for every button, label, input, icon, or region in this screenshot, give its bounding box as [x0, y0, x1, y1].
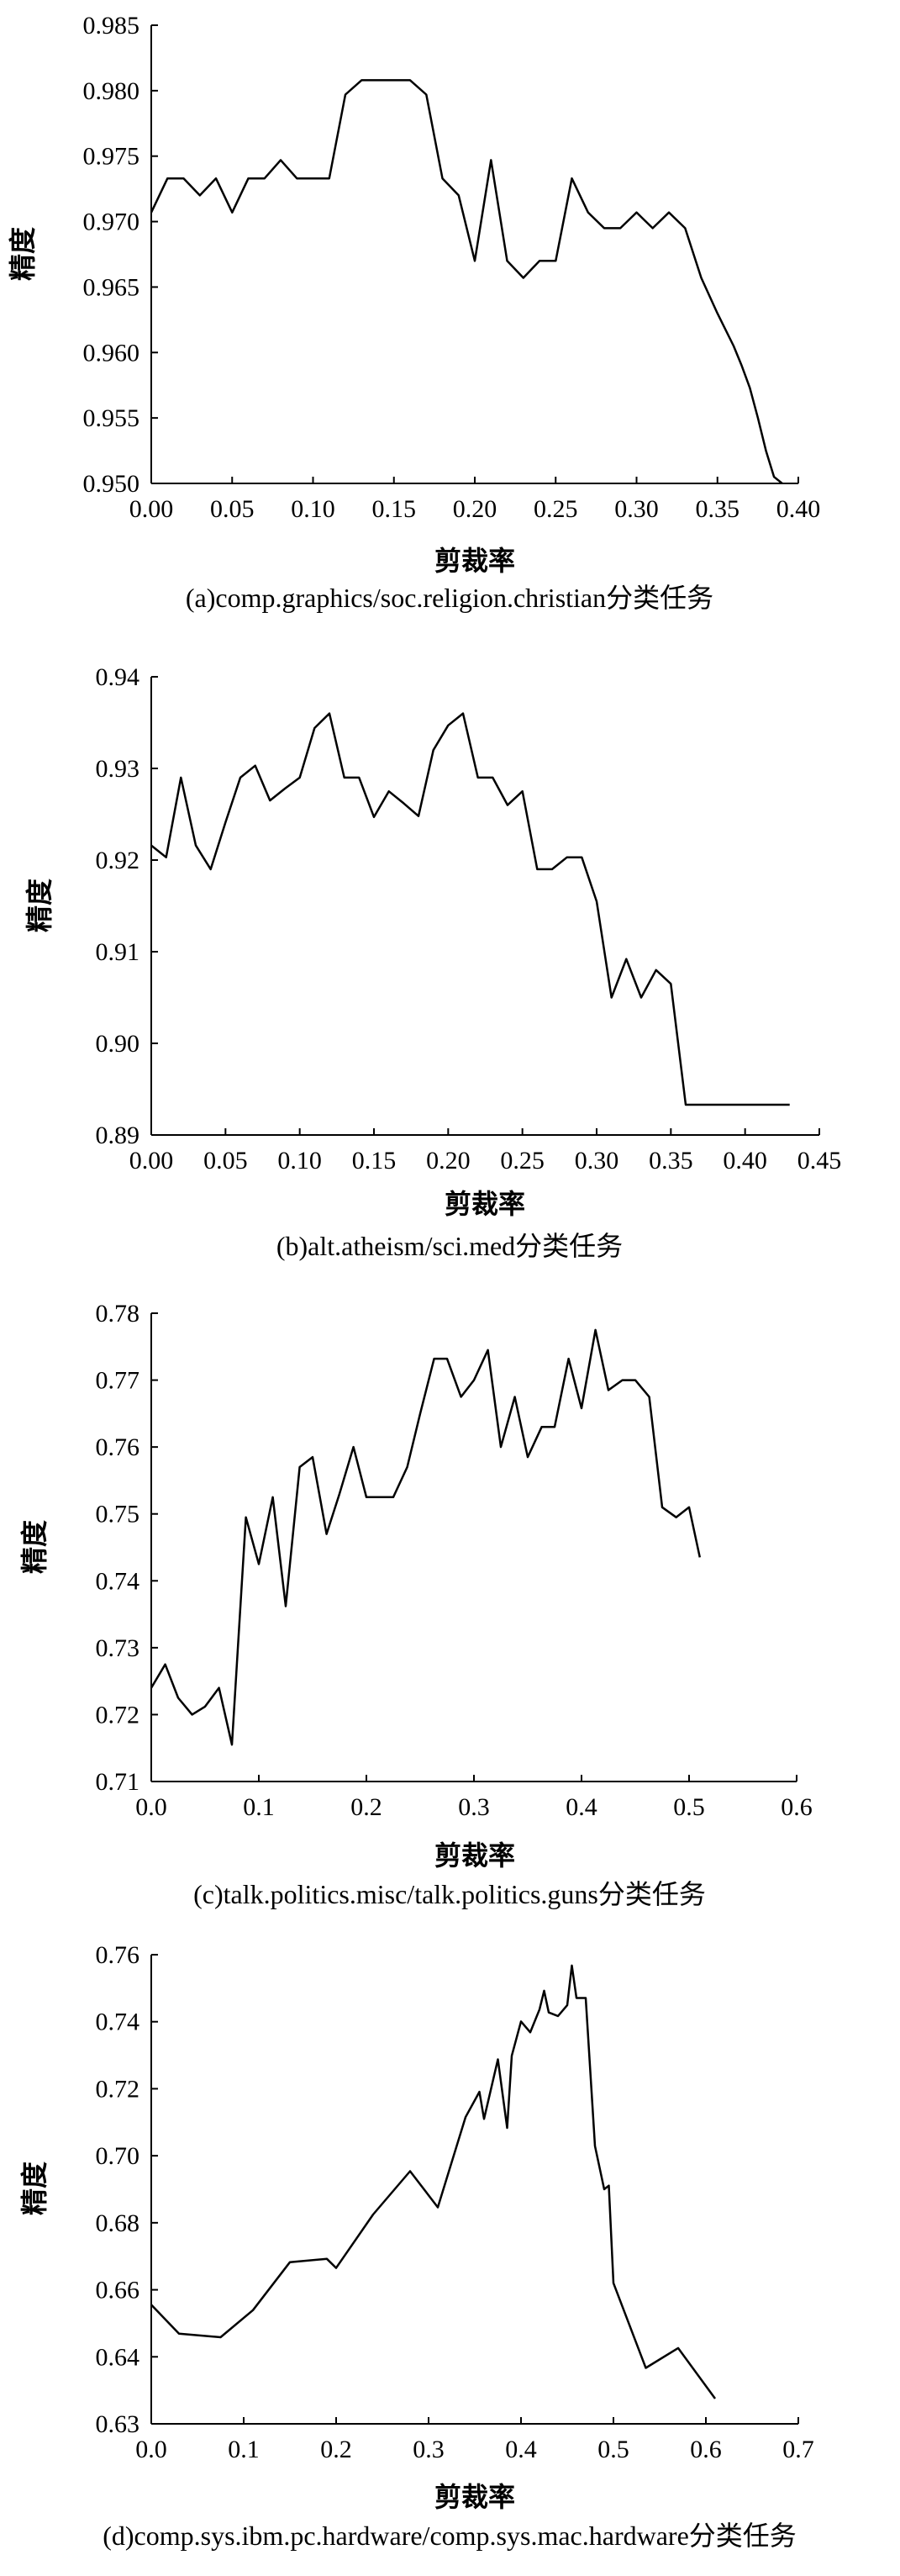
- x-tick-label: 0.30: [575, 1147, 619, 1175]
- x-tick-label: 0.6: [781, 1793, 813, 1821]
- y-tick-label: 0.965: [83, 273, 140, 301]
- y-tick-label: 0.76: [96, 1433, 140, 1461]
- chart-panel-c: 0.0 0.1 0.2 0.3 0.4 0.5 0.6 0.71 0.72 0.73 0.74 0.7…: [0, 1286, 900, 1929]
- x-axis-label: 剪裁率: [434, 546, 515, 576]
- y-tick-label: 0.89: [96, 1122, 140, 1149]
- x-tick-label: 0.05: [210, 495, 255, 523]
- chart-b: 0.00 0.05 0.10 0.15 0.20 0.25 0.30 0.35 0.40 0.45…: [24, 663, 842, 1261]
- series-line: [150, 1964, 717, 2399]
- x-tick-label: 0.7: [782, 2436, 814, 2463]
- y-tick-label: 0.960: [83, 339, 140, 367]
- x-tick-label: 0.0: [135, 1793, 167, 1821]
- chart-a: 0.00 0.05 0.10 0.15 0.20 0.25 0.30 0.35 0.40 0.95…: [8, 12, 821, 613]
- chart-caption: (b)alt.atheism/sci.med分类任务: [276, 1231, 623, 1261]
- x-tick-label: 0.05: [203, 1147, 248, 1175]
- y-axis-label: 精度: [19, 1520, 50, 1574]
- x-tick-label: 0.25: [500, 1147, 545, 1175]
- y-tick-label: 0.985: [83, 12, 140, 40]
- y-tick-label: 0.970: [83, 209, 140, 236]
- x-tick-label: 0.6: [690, 2436, 722, 2463]
- x-tick-label: 0.25: [534, 495, 578, 523]
- y-tick-label: 0.66: [96, 2277, 140, 2304]
- y-tick-label: 0.70: [96, 2142, 140, 2170]
- x-tick-label: 0.3: [458, 1793, 490, 1821]
- y-tick-label: 0.980: [83, 77, 140, 105]
- x-tick-label: 0.0: [135, 2436, 167, 2463]
- y-axis-label: 精度: [24, 879, 55, 932]
- x-tick-label: 0.2: [320, 2436, 352, 2463]
- x-tick-label: 0.30: [614, 495, 659, 523]
- y-tick-label: 0.90: [96, 1030, 140, 1058]
- y-tick-label: 0.71: [96, 1768, 140, 1796]
- x-tick-label: 0.5: [597, 2436, 629, 2463]
- series-line: [150, 1328, 702, 1746]
- y-tick-label: 0.955: [83, 404, 140, 432]
- x-tick-label: 0.5: [673, 1793, 705, 1821]
- y-tick-label: 0.72: [96, 1701, 140, 1729]
- x-tick-label: 0.20: [453, 495, 497, 523]
- x-tick-label: 0.45: [797, 1147, 842, 1175]
- chart-d: 0.0 0.1 0.2 0.3 0.4 0.5 0.6 0.7 0.63 0.64 0.66 0.68…: [19, 1941, 814, 2551]
- y-tick-label: 0.93: [96, 755, 140, 783]
- y-axis-label: 精度: [19, 2162, 50, 2215]
- chart-caption: (d)comp.sys.ibm.pc.hardware/comp.sys.mac…: [103, 2521, 797, 2551]
- y-tick-label: 0.72: [96, 2075, 140, 2103]
- x-tick-label: 0.3: [413, 2436, 445, 2463]
- x-tick-label: 0.4: [566, 1793, 597, 1821]
- chart-caption: (c)talk.politics.misc/talk.politics.guns…: [193, 1879, 706, 1909]
- y-tick-label: 0.94: [96, 663, 140, 691]
- y-tick-label: 0.74: [96, 1567, 140, 1595]
- y-tick-label: 0.77: [96, 1367, 140, 1395]
- x-tick-label: 0.35: [696, 495, 740, 523]
- x-tick-label: 0.20: [426, 1147, 471, 1175]
- series-line: [150, 79, 783, 484]
- chart-panel-b: 0.00 0.05 0.10 0.15 0.20 0.25 0.30 0.35 0.40 0.45…: [0, 643, 900, 1286]
- chart-panel-d: 0.0 0.1 0.2 0.3 0.4 0.5 0.6 0.7 0.63 0.64 0.66 0.68…: [0, 1929, 900, 2572]
- x-tick-label: 0.10: [291, 495, 335, 523]
- x-tick-label: 0.00: [129, 1147, 174, 1175]
- y-tick-label: 0.74: [96, 2009, 140, 2036]
- x-axis-label: 剪裁率: [434, 2482, 515, 2512]
- series-line: [150, 712, 790, 1106]
- x-tick-label: 0.15: [352, 1147, 397, 1175]
- x-tick-label: 0.10: [277, 1147, 322, 1175]
- chart-c: 0.0 0.1 0.2 0.3 0.4 0.5 0.6 0.71 0.72 0.73 0.74 0.7…: [19, 1300, 813, 1909]
- x-tick-label: 0.40: [723, 1147, 767, 1175]
- y-tick-label: 0.75: [96, 1501, 140, 1528]
- y-tick-label: 0.92: [96, 847, 140, 874]
- y-tick-label: 0.76: [96, 1941, 140, 1969]
- y-tick-label: 0.78: [96, 1300, 140, 1328]
- chart-caption: (a)comp.graphics/soc.religion.christian分…: [186, 583, 713, 613]
- x-axis-label: 剪裁率: [434, 1840, 515, 1871]
- y-tick-label: 0.63: [96, 2410, 140, 2438]
- x-axis-label: 剪裁率: [445, 1189, 525, 1219]
- x-tick-label: 0.15: [372, 495, 417, 523]
- x-tick-label: 0.00: [129, 495, 174, 523]
- x-tick-label: 0.35: [649, 1147, 693, 1175]
- y-tick-label: 0.91: [96, 938, 140, 966]
- y-tick-label: 0.950: [83, 470, 140, 498]
- y-tick-label: 0.68: [96, 2209, 140, 2237]
- y-axis-label: 精度: [8, 227, 38, 281]
- y-tick-label: 0.975: [83, 143, 140, 171]
- x-tick-label: 0.1: [243, 1793, 275, 1821]
- y-tick-label: 0.73: [96, 1634, 140, 1662]
- chart-panel-a: 0.00 0.05 0.10 0.15 0.20 0.25 0.30 0.35 0.40 0.95…: [0, 0, 900, 643]
- y-tick-label: 0.64: [96, 2343, 140, 2371]
- x-tick-label: 0.40: [776, 495, 821, 523]
- x-tick-label: 0.4: [505, 2436, 537, 2463]
- x-tick-label: 0.2: [350, 1793, 382, 1821]
- x-tick-label: 0.1: [228, 2436, 260, 2463]
